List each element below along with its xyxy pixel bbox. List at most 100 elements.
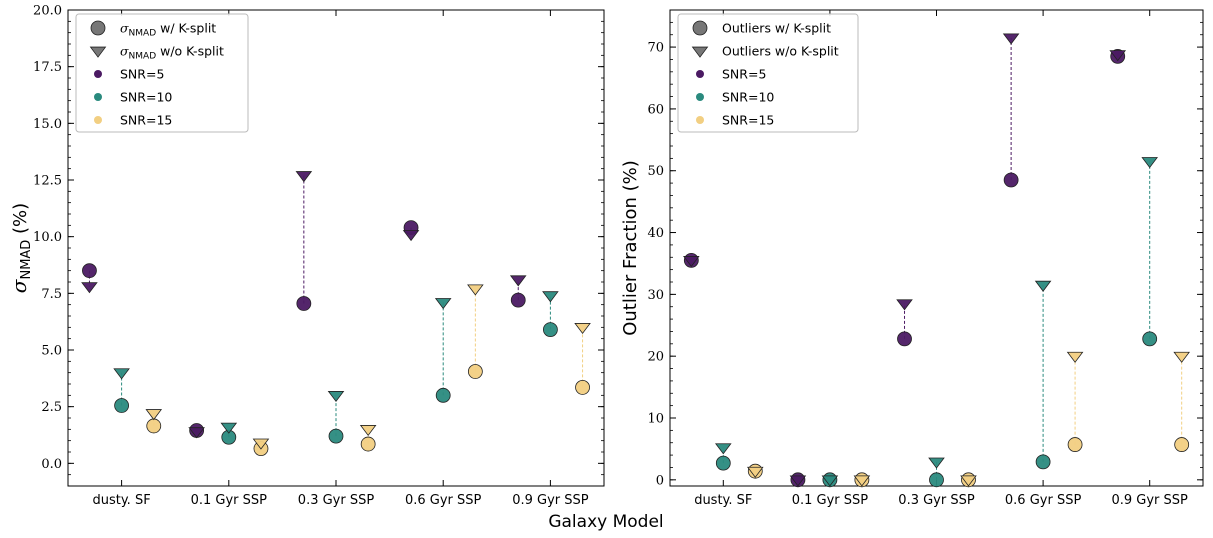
point-without-ksplit [960,475,977,487]
x-category-label: 0.6 Gyr SSP [405,493,482,508]
point-without-ksplit [145,409,163,421]
point-with-ksplit [82,263,97,279]
y-tick-label: 60 [647,102,664,117]
point-without-ksplit [327,391,345,403]
point-without-ksplit [113,368,130,380]
point-with-ksplit [360,436,376,452]
point-without-ksplit [81,282,98,294]
point-with-ksplit [1003,172,1019,188]
panel-outlier-fraction: 0 10 20 30 40 50 60 70 dusty. SF 0.1 Gyr SSP 0.3 G… [620,9,1204,508]
legend-box [677,13,859,133]
legend-label: SNR=5 [722,67,766,82]
point-with-ksplit [510,292,526,308]
point-without-ksplit [896,299,913,311]
legend-label: SNR=15 [120,113,172,128]
point-without-ksplit [1066,351,1084,363]
legend-label: Outliers w/o K-split [722,44,839,59]
y-tick-label: 40 [647,226,664,241]
point-without-ksplit [1002,33,1020,45]
legend-label: Outliers w/ K-split [722,21,831,36]
point-without-ksplit [220,422,238,434]
y-tick-label: 20 [647,350,664,365]
point-with-ksplit [575,379,590,395]
point-with-ksplit [114,398,129,413]
y-tick-label: 10.0 [33,230,62,245]
point-with-ksplit [1142,331,1158,347]
point-with-ksplit [146,418,162,434]
x-category-label: 0.9 Gyr SSP [1111,493,1188,508]
point-without-ksplit [683,256,700,268]
point-without-ksplit [402,230,420,242]
point-without-ksplit [746,466,764,478]
point-without-ksplit [188,427,205,439]
point-without-ksplit [928,457,945,469]
panel-sigma-nmad: 0.0 2.5 5.0 7.5 10.0 12.5 15.0 17.5 20.0 dusty. S… [7,4,605,508]
y-tick-label: 7.5 [41,287,62,302]
legend-dot-marker [696,116,704,124]
legend-circle-marker [90,20,106,36]
point-with-ksplit [715,455,731,471]
point-without-ksplit [821,475,839,487]
legend-dot-marker [94,116,102,124]
x-category-label: 0.1 Gyr SSP [191,493,268,508]
point-without-ksplit [1034,280,1052,292]
legend-circle-marker [692,20,708,36]
y-tick-label: 2.5 [41,400,62,415]
legend-triangle-marker [89,46,107,58]
x-category-label: dusty. SF [694,493,752,508]
x-category-label: 0.3 Gyr SSP [898,493,975,508]
legend-dot-marker [696,70,704,78]
legend-dot-marker [94,93,102,101]
legend-label: σNMAD w/o K-split [120,44,224,62]
point-without-ksplit [714,443,732,455]
point-without-ksplit [359,425,377,437]
x-category-label: dusty. SF [92,493,150,508]
point-with-ksplit [1174,437,1190,452]
y-tick-label: 15.0 [33,117,62,132]
legend-box [75,13,249,133]
point-with-ksplit [1067,437,1083,452]
legend-triangle-marker [691,46,709,58]
point-with-ksplit [435,387,451,403]
x-category-label: 0.1 Gyr SSP [792,493,869,508]
legend-label: SNR=10 [722,90,774,105]
legend-label: SNR=15 [722,113,774,128]
y-tick-label: 10 [647,412,664,427]
point-with-ksplit [897,331,912,347]
point-with-ksplit [296,296,312,311]
point-without-ksplit [542,291,559,303]
legend-label: SNR=10 [120,90,172,105]
legend-dot-marker [94,70,102,78]
point-without-ksplit [789,475,807,487]
point-with-ksplit [543,322,558,338]
point-without-ksplit [574,323,591,335]
x-axis-title: Galaxy Model [548,512,663,532]
y-tick-label: 5.0 [41,344,62,359]
point-without-ksplit [853,475,871,487]
y-tick-label: 30 [647,288,664,303]
point-without-ksplit [1109,50,1127,62]
point-with-ksplit [1035,454,1051,470]
point-without-ksplit [1141,157,1159,169]
y-tick-label: 17.5 [33,60,62,75]
y-tick-label: 20.0 [33,4,62,19]
legend-dot-marker [696,93,704,101]
point-without-ksplit [252,438,270,450]
x-category-label: 0.3 Gyr SSP [298,493,375,508]
point-without-ksplit [295,171,313,183]
x-category-label: 0.9 Gyr SSP [512,493,589,508]
legend-label: σNMAD w/ K-split [120,21,216,39]
point-without-ksplit [434,298,452,310]
point-with-ksplit [328,428,344,444]
y-axis-title: Outlier Fraction (%) [620,160,641,336]
y-axis-title: σNMAD (%) [7,203,34,293]
y-tick-label: 70 [647,41,664,56]
legend-label: SNR=5 [120,67,164,82]
y-tick-label: 12.5 [33,174,62,189]
point-without-ksplit [467,284,484,296]
point-with-ksplit [929,472,944,488]
point-with-ksplit [467,364,483,379]
y-tick-label: 0.0 [41,457,62,472]
point-without-ksplit [1173,351,1190,363]
